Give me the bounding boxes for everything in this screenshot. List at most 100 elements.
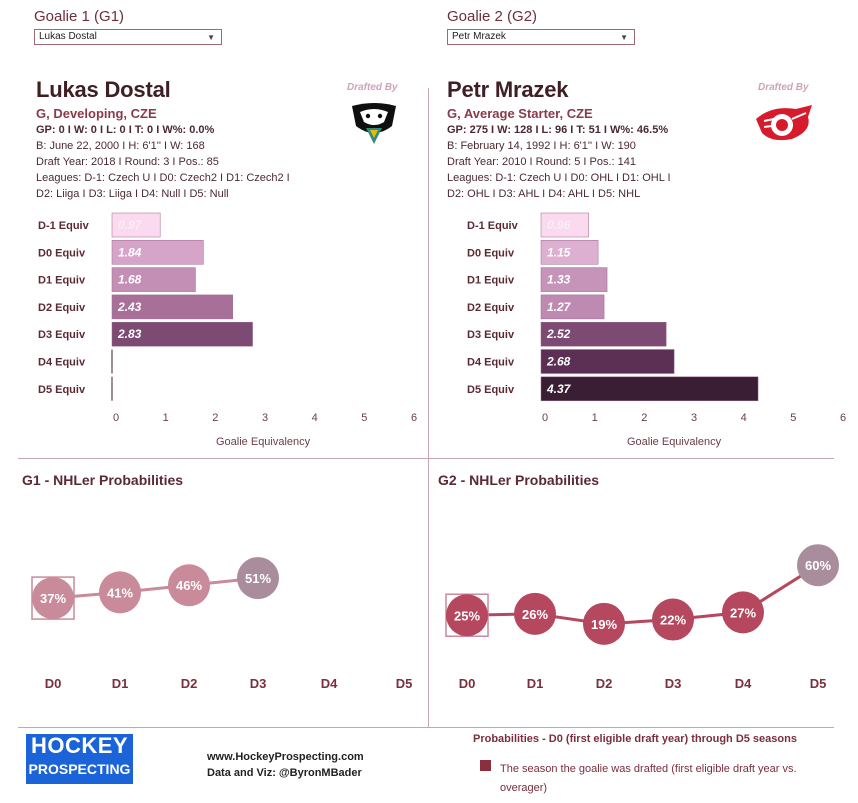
g1-equiv-category-label: D3 Equiv — [38, 329, 86, 341]
goalie1-leagues-cont: D2: Liiga I D3: Liiga I D4: Null I D5: N… — [36, 188, 229, 200]
g2-prob-point[interactable] — [797, 544, 839, 587]
g2-equiv-bar — [540, 294, 605, 320]
goalie1-dropdown[interactable]: Lukas Dostal ▼ — [34, 29, 222, 45]
goalie1-drafted-by-label: Drafted By — [347, 82, 398, 93]
g1-prob-point-label: 41% — [107, 585, 133, 600]
g1-equiv-xtick: 1 — [163, 412, 169, 424]
g1-equiv-xtick: 2 — [212, 412, 218, 424]
goalie2-role: G, Average Starter, CZE — [447, 106, 593, 121]
middle-divider — [18, 458, 834, 459]
g1-prob-category-label: D0 — [45, 676, 62, 691]
g1-equiv-bar-value: 1.84 — [118, 245, 142, 259]
chevron-down-icon: ▼ — [620, 33, 628, 42]
g1-equiv-xtick: 4 — [312, 412, 318, 424]
goalie2-info: GP: 275 I W: 128 I L: 96 I T: 51 I W%: 4… — [447, 122, 671, 202]
legend-title: Probabilities - D0 (first eligible draft… — [473, 733, 797, 745]
g1-prob-point-label: 51% — [245, 571, 271, 586]
goalie1-selector-label: Goalie 1 (G1) — [34, 8, 125, 25]
goalie1-stats: GP: 0 I W: 0 I L: 0 I T: 0 I W%: 0.0% — [36, 124, 215, 136]
g2-prob-point[interactable] — [446, 594, 488, 637]
g2-equiv-bar — [540, 240, 599, 265]
goalie1-prob-title: G1 - NHLer Probabilities — [22, 472, 184, 488]
g1-equiv-category-label: D-1 Equiv — [38, 220, 90, 232]
goalie2-equiv-chart: D-1 Equiv 0.96 D0 Equiv 1.15 D1 Equiv 1.33 D2 … — [467, 212, 846, 424]
g1-prob-category-label: D1 — [112, 676, 129, 691]
g1-prob-point[interactable] — [168, 564, 210, 607]
g2-equiv-bar — [540, 349, 675, 374]
g2-equiv-xtick: 0 — [542, 412, 548, 424]
legend-description: The season the goalie was drafted (first… — [500, 763, 797, 794]
goalie1-prob-chart: 37% 41% 46% 51% D0 D1 D2 D3 D4 D5 — [31, 557, 413, 691]
g1-prob-category-label: D4 — [321, 676, 338, 691]
logo-line2: PROSPECTING — [28, 761, 131, 777]
g1-equiv-xtick: 5 — [361, 412, 367, 424]
g1-equiv-bar-value: 1.68 — [118, 273, 142, 287]
g2-prob-category-label: D5 — [810, 676, 827, 691]
goalie2-bio: B: February 14, 1992 I H: 6'1'' I W: 190 — [447, 140, 636, 152]
g2-equiv-xtick: 5 — [790, 412, 796, 424]
website-link[interactable]: www.HockeyProspecting.com — [207, 751, 364, 763]
goalie2-leagues: Leagues: D-1: Czech U I D0: OHL I D1: OH… — [447, 172, 671, 184]
g2-prob-category-label: D1 — [527, 676, 544, 691]
goalie2-draft: Draft Year: 2010 I Round: 5 I Pos.: 141 — [447, 156, 636, 168]
goalie2-dropdown-value: Petr Mrazek — [452, 31, 506, 42]
g1-prob-point[interactable] — [32, 577, 74, 620]
red-wings-logo — [752, 101, 816, 145]
chevron-down-icon: ▼ — [207, 33, 215, 42]
g1-prob-point[interactable] — [237, 557, 279, 600]
footer-divider — [18, 727, 834, 728]
goalie1-dropdown-value: Lukas Dostal — [39, 31, 97, 42]
g2-prob-point-label: 25% — [454, 608, 480, 623]
g1-equiv-category-label: D2 Equiv — [38, 302, 86, 314]
g2-equiv-xtick: 2 — [641, 412, 647, 424]
g2-equiv-category-label: D-1 Equiv — [467, 220, 519, 232]
g2-equiv-category-label: D0 Equiv — [467, 247, 515, 259]
g2-prob-point-label: 22% — [660, 613, 686, 628]
g2-prob-point[interactable] — [722, 591, 764, 634]
g1-prob-category-label: D2 — [181, 676, 198, 691]
g2-equiv-category-label: D5 Equiv — [467, 384, 515, 396]
goalie2-dropdown[interactable]: Petr Mrazek ▼ — [447, 29, 635, 45]
g2-prob-point[interactable] — [583, 602, 625, 645]
g2-equiv-category-label: D4 Equiv — [467, 357, 515, 369]
g2-equiv-bar — [540, 376, 759, 402]
goalie2-xaxis-title: Goalie Equivalency — [627, 436, 722, 448]
g2-equiv-xtick: 4 — [741, 412, 747, 424]
goalie1-info: GP: 0 I W: 0 I L: 0 I T: 0 I W%: 0.0% B:… — [36, 122, 290, 202]
g2-prob-point[interactable] — [514, 592, 556, 635]
g2-equiv-bar-value: 2.52 — [546, 327, 571, 341]
g1-equiv-xtick: 0 — [113, 412, 119, 424]
g1-prob-point[interactable] — [99, 571, 141, 614]
ducks-logo — [346, 100, 402, 146]
g1-equiv-bar — [111, 294, 233, 320]
g1-equiv-category-label: D5 Equiv — [38, 384, 86, 396]
g1-equiv-category-label: D0 Equiv — [38, 247, 86, 259]
drafted-season-swatch — [480, 760, 491, 771]
g1-equiv-bar-value: 2.83 — [117, 327, 142, 341]
g2-equiv-bar — [540, 267, 608, 292]
g2-equiv-xtick: 3 — [691, 412, 697, 424]
g1-prob-point-label: 46% — [176, 578, 202, 593]
g1-equiv-bar — [111, 212, 161, 238]
g1-prob-category-label: D5 — [396, 676, 413, 691]
footer-credits: www.HockeyProspecting.com Data and Viz: … — [207, 749, 364, 781]
goalie2-prob-title: G2 - NHLer Probabilities — [438, 472, 600, 488]
g1-equiv-xtick: 3 — [262, 412, 268, 424]
g2-prob-point[interactable] — [652, 598, 694, 641]
goalie1-leagues: Leagues: D-1: Czech U I D0: Czech2 I D1:… — [36, 172, 290, 184]
g2-prob-point-label: 27% — [730, 605, 756, 620]
g2-equiv-bar — [540, 212, 589, 238]
g2-equiv-bar — [540, 321, 667, 347]
g2-prob-point-label: 19% — [591, 617, 617, 632]
g1-equiv-category-label: D4 Equiv — [38, 357, 86, 369]
goalie2-stats: GP: 275 I W: 128 I L: 96 I T: 51 I W%: 4… — [447, 124, 669, 136]
g1-equiv-xtick: 6 — [411, 412, 417, 424]
g2-equiv-bar-value: 1.27 — [547, 300, 572, 314]
hockey-prospecting-logo: HOCKEY PROSPECTING — [26, 734, 133, 784]
g1-equiv-bar-value: 0.97 — [118, 218, 143, 232]
g2-prob-category-label: D4 — [735, 676, 752, 691]
data-viz-credit: Data and Viz: @ByronMBader — [207, 767, 362, 779]
g1-equiv-category-label: D1 Equiv — [38, 275, 86, 287]
goalie2-leagues-cont: D2: OHL I D3: AHL I D4: AHL I D5: NHL — [447, 188, 641, 200]
logo-line1: HOCKEY — [30, 733, 129, 758]
